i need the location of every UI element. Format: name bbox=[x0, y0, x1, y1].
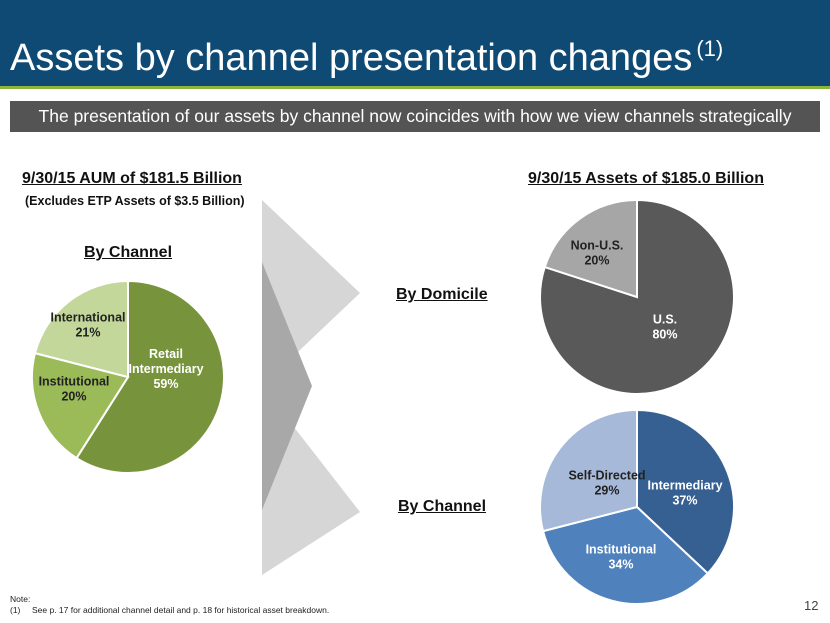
pie-label-retail-intermediary: Retail bbox=[149, 347, 183, 361]
pie-value-non-u-s: 20% bbox=[584, 254, 609, 268]
pie-label-intermediary: Intermediary bbox=[647, 479, 722, 493]
pie-slice-institutional bbox=[31, 351, 130, 460]
footnote-number: (1) bbox=[10, 605, 21, 615]
pie-value-self-directed: 29% bbox=[594, 484, 619, 498]
pie-label-u-s: U.S. bbox=[653, 313, 677, 327]
etp-exclusion-note: (Excludes ETP Assets of $3.5 Billion) bbox=[25, 194, 245, 208]
title-footnote-marker: (1) bbox=[696, 36, 724, 61]
pie-slice-retail-intermediary bbox=[75, 279, 225, 474]
pie-label-non-u-s: Non-U.S. bbox=[571, 239, 624, 253]
left-by-channel-heading: By Channel bbox=[84, 244, 173, 261]
pie-value-retail-intermediary: 59% bbox=[153, 377, 178, 391]
arrow-shapes bbox=[262, 200, 360, 575]
pie-value-u-s: 80% bbox=[652, 328, 677, 342]
header-accent-line bbox=[0, 86, 830, 89]
left-aum-heading: 9/30/15 AUM of $181.5 Billion bbox=[22, 170, 242, 187]
page-number: 12 bbox=[804, 598, 819, 613]
pie-value-institutional: 20% bbox=[61, 390, 86, 404]
pie-slice-self-directed bbox=[539, 408, 638, 533]
pie-slice-non-u-s bbox=[543, 198, 638, 299]
pie-label-institutional: Institutional bbox=[586, 543, 657, 557]
footnote-line: (1) See p. 17 for additional channel deta… bbox=[10, 605, 329, 616]
page-title: Assets by channel presentation changes (1… bbox=[10, 36, 724, 79]
pie-label-international: International bbox=[50, 311, 125, 325]
by-domicile-heading: By Domicile bbox=[396, 286, 488, 303]
right-assets-heading: 9/30/15 Assets of $185.0 Billion bbox=[528, 170, 764, 187]
footnote-text: See p. 17 for additional channel detail … bbox=[32, 605, 330, 615]
pie-label-retail-intermediary: Intermediary bbox=[128, 362, 203, 376]
arrow-overlap bbox=[262, 262, 312, 510]
header-bar bbox=[0, 0, 830, 86]
pie-value-intermediary: 37% bbox=[672, 494, 697, 508]
pie-label-institutional: Institutional bbox=[39, 375, 110, 389]
pie-value-international: 21% bbox=[75, 326, 100, 340]
pie-slice-international bbox=[33, 279, 129, 379]
summary-banner: The presentation of our assets by channe… bbox=[10, 101, 820, 132]
footnote-note-label: Note: bbox=[10, 594, 31, 604]
pie-by-domicile: U.S.80% Non-U.S.20% bbox=[539, 198, 735, 395]
pie-slice-institutional bbox=[541, 505, 710, 605]
pie-value-institutional: 34% bbox=[608, 558, 633, 572]
footnote: Note: (1) See p. 17 for additional channe… bbox=[10, 594, 329, 616]
right-by-channel-heading: By Channel bbox=[398, 498, 487, 515]
pie-slice-intermediary bbox=[636, 408, 735, 575]
pie-label-self-directed: Self-Directed bbox=[568, 469, 645, 483]
